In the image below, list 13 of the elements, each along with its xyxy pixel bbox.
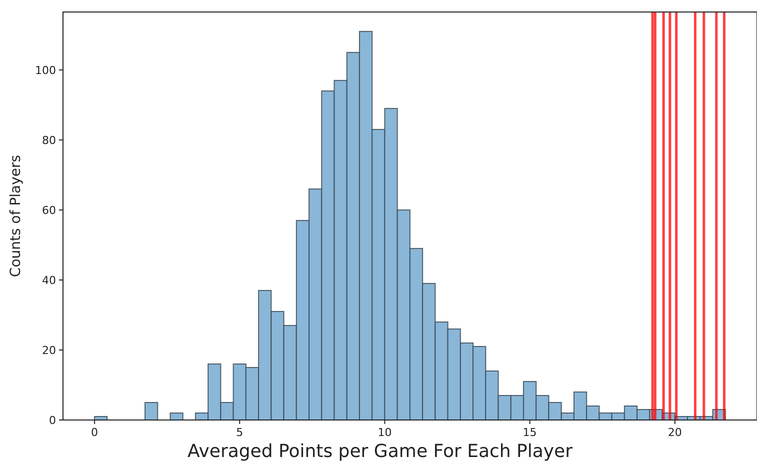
y-tick-label: 60: [42, 204, 56, 217]
y-axis-title: Counts of Players: [8, 154, 24, 278]
y-tick-label: 80: [42, 134, 56, 147]
x-tick-label: 5: [236, 426, 244, 439]
y-tick-label: 40: [42, 274, 56, 287]
x-tick-label: 0: [91, 426, 98, 439]
x-tick-label: 20: [668, 426, 682, 439]
y-tick-label: 0: [49, 414, 56, 427]
x-axis-title: Averaged Points per Game For Each Player: [187, 441, 574, 462]
y-tick-label: 20: [42, 344, 56, 357]
x-tick-label: 10: [378, 426, 392, 439]
x-tick-label: 15: [522, 426, 537, 439]
y-tick-label: 100: [35, 64, 56, 77]
